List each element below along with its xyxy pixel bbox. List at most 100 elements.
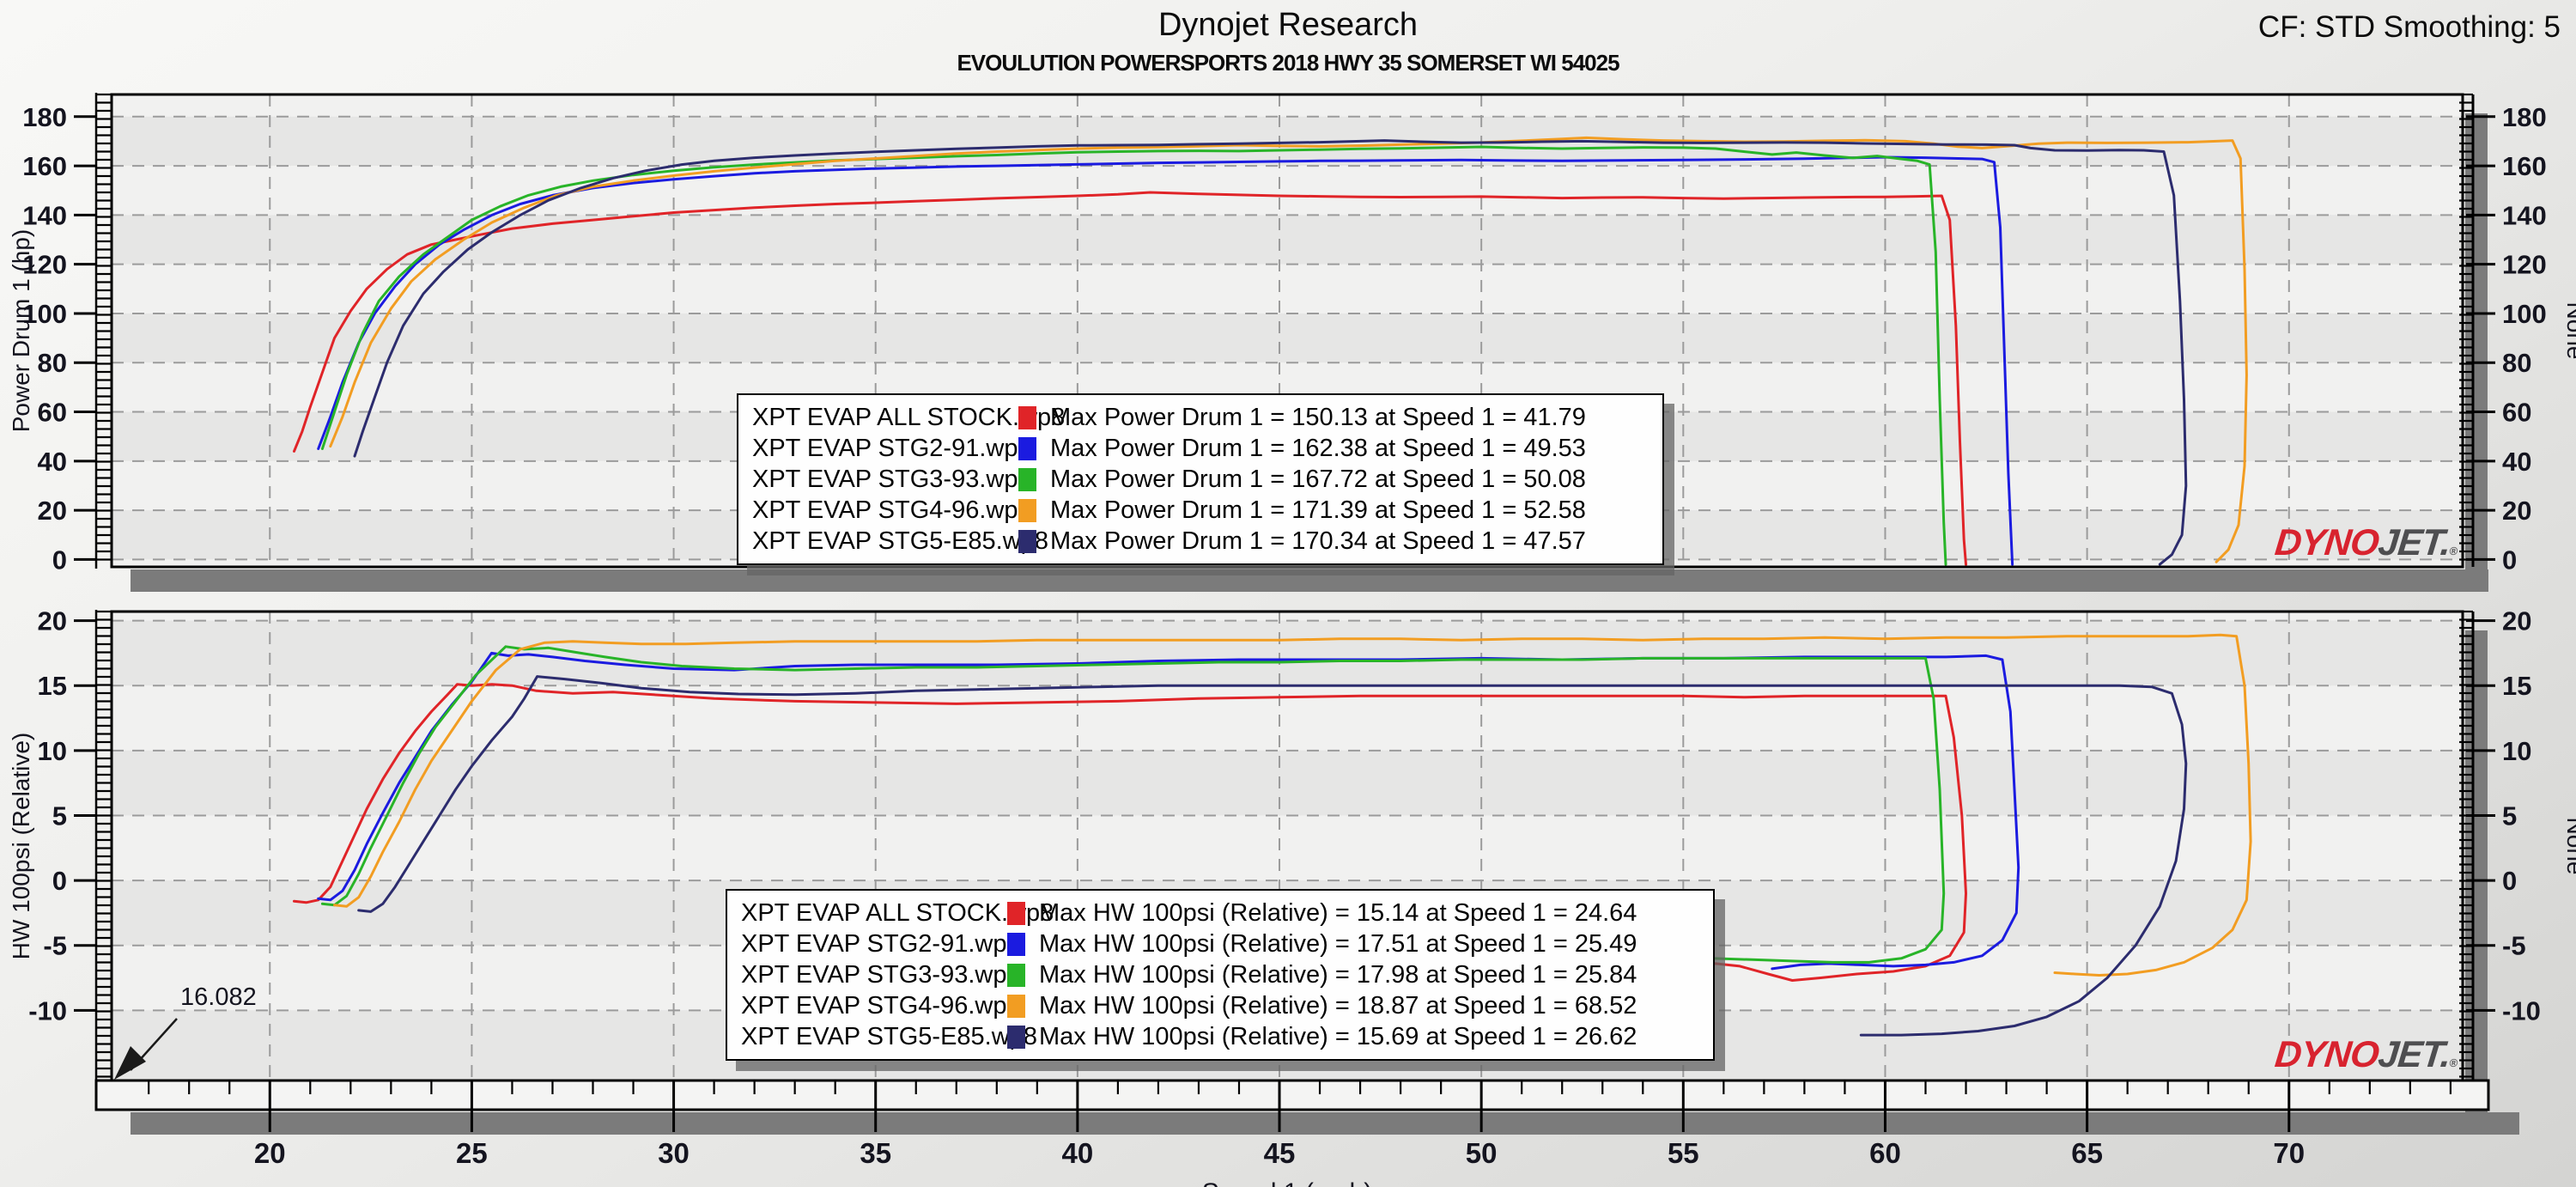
logo-jet: JET xyxy=(2376,1034,2444,1075)
shop-subtitle: EVOULUTION POWERSPORTS 2018 HWY 35 SOMER… xyxy=(957,50,1619,76)
plot-shadow-bottom xyxy=(131,569,2488,592)
plot-band xyxy=(112,685,2463,751)
legend-hw100psi[interactable]: XPT EVAP ALL STOCK.wp8 Max HW 100psi (Rel… xyxy=(726,889,1715,1061)
legend-color-swatch-icon xyxy=(1007,932,1025,956)
legend-max-value: Max Power Drum 1 = 171.39 at Speed 1 = 5… xyxy=(1050,496,1586,524)
legend-color-swatch-icon xyxy=(1018,529,1036,553)
legend-color-swatch-icon xyxy=(1018,498,1036,522)
xtick-label: 65 xyxy=(2071,1137,2103,1169)
ytick-left: 5 xyxy=(52,800,67,831)
legend-color-swatch-icon xyxy=(1018,405,1036,429)
legend-max-value: Max Power Drum 1 = 167.72 at Speed 1 = 5… xyxy=(1050,465,1586,493)
legend-row: XPT EVAP STG5-E85.wp8 Max HW 100psi (Rela… xyxy=(741,1021,1699,1052)
logo-dyno: DYNO xyxy=(2273,1034,2381,1075)
legend-max-value: Max HW 100psi (Relative) = 15.69 at Spee… xyxy=(1039,1022,1637,1050)
legend-row: XPT EVAP STG2-91.wp8 Max HW 100psi (Relat… xyxy=(741,928,1699,959)
ytick-right: 15 xyxy=(2502,671,2531,701)
legend-color-swatch-icon xyxy=(1007,901,1025,925)
ytick-right: 20 xyxy=(2502,496,2531,526)
ytick-left: 40 xyxy=(38,447,67,477)
ytick-left: 60 xyxy=(38,398,67,428)
ytick-right: 20 xyxy=(2502,606,2531,636)
ytick-left: 160 xyxy=(22,151,67,181)
legend-row: XPT EVAP ALL STOCK.wp8 Max Power Drum 1 =… xyxy=(752,402,1649,433)
legend-run-filename: XPT EVAP STG2-91.wp8 xyxy=(752,434,1032,462)
dynojet-logo-top: DYNOJET.® xyxy=(2232,522,2459,564)
y-axis-label: HW 100psi (Relative) xyxy=(8,733,34,960)
series-xpt-evap-all-stock-wp8 xyxy=(293,683,1967,982)
plot-band xyxy=(112,612,2463,621)
legend-run-filename: XPT EVAP STG3-93.wp8 xyxy=(752,465,1032,493)
ytick-left: 140 xyxy=(22,200,67,230)
legend-power[interactable]: XPT EVAP ALL STOCK.wp8 Max Power Drum 1 =… xyxy=(737,393,1664,565)
legend-run-filename: XPT EVAP STG4-96.wp8 xyxy=(741,991,1021,1020)
ytick-left: 20 xyxy=(38,496,67,526)
ytick-left: -10 xyxy=(28,995,67,1026)
ytick-right: 10 xyxy=(2502,736,2531,766)
plot-band xyxy=(112,264,2463,313)
ytick-right: 5 xyxy=(2502,800,2517,831)
correction-smoothing-label: CF: STD Smoothing: 5 xyxy=(2257,10,2561,44)
ytick-right: 80 xyxy=(2502,348,2531,378)
ytick-left: 120 xyxy=(22,250,67,280)
ytick-left: 0 xyxy=(52,866,67,896)
legend-max-value: Max HW 100psi (Relative) = 15.14 at Spee… xyxy=(1039,898,1637,927)
logo-jet: JET xyxy=(2376,522,2444,563)
ytick-right: 0 xyxy=(2502,866,2517,896)
ytick-left: 10 xyxy=(38,736,67,766)
xtick-label: 60 xyxy=(1869,1137,1901,1169)
ytick-right: 40 xyxy=(2502,447,2531,477)
ytick-right: 180 xyxy=(2502,102,2547,132)
legend-max-value: Max Power Drum 1 = 170.34 at Speed 1 = 4… xyxy=(1050,527,1586,555)
page-title: Dynojet Research xyxy=(1157,7,1419,43)
legend-run-filename: XPT EVAP STG5-E85.wp8 xyxy=(752,527,1048,555)
legend-max-value: Max Power Drum 1 = 162.38 at Speed 1 = 4… xyxy=(1050,434,1586,462)
legend-run-filename: XPT EVAP STG2-91.wp8 xyxy=(741,929,1021,958)
plot-band xyxy=(112,166,2463,216)
legend-row: XPT EVAP STG3-93.wp8 Max HW 100psi (Relat… xyxy=(741,959,1699,990)
ytick-left: 0 xyxy=(52,545,67,575)
plot-shadow-bottom xyxy=(131,1112,2519,1135)
y-axis-label: Power Drum 1 (hp) xyxy=(8,229,34,433)
legend-max-value: Max Power Drum 1 = 150.13 at Speed 1 = 4… xyxy=(1050,403,1586,431)
series-xpt-evap-stg3-93-wp8 xyxy=(320,645,1946,974)
xtick-label: 30 xyxy=(658,1137,690,1169)
plot-band xyxy=(112,116,2463,167)
logo-reg: ® xyxy=(2448,545,2458,557)
plot-band xyxy=(112,313,2463,363)
xtick-label: 40 xyxy=(1062,1137,1094,1169)
x-axis-label: Speed 1 (mph) xyxy=(1202,1178,1372,1187)
ytick-right: 0 xyxy=(2502,545,2517,575)
logo-dyno: DYNO xyxy=(2273,522,2381,563)
series-xpt-evap-stg3-93-wp8 xyxy=(320,145,1947,566)
legend-color-swatch-icon xyxy=(1007,963,1025,987)
legend-row: XPT EVAP STG3-93.wp8 Max Power Drum 1 = 1… xyxy=(752,464,1649,495)
xtick-label: 50 xyxy=(1466,1137,1498,1169)
legend-row: XPT EVAP STG5-E85.wp8 Max Power Drum 1 = … xyxy=(752,526,1649,557)
plot-band xyxy=(112,94,2463,117)
y-axis-label-right: None xyxy=(2562,818,2576,875)
y-axis-label-right: None xyxy=(2562,302,2576,360)
ytick-right: -5 xyxy=(2502,931,2526,961)
legend-run-filename: XPT EVAP STG5-E85.wp8 xyxy=(741,1022,1037,1050)
ytick-right: -10 xyxy=(2502,995,2541,1026)
xtick-label: 25 xyxy=(456,1137,488,1169)
ytick-left: 100 xyxy=(22,299,67,329)
ytick-left: -5 xyxy=(43,931,67,961)
legend-max-value: Max HW 100psi (Relative) = 17.51 at Spee… xyxy=(1039,929,1637,958)
xtick-label: 55 xyxy=(1668,1137,1699,1169)
legend-row: XPT EVAP ALL STOCK.wp8 Max HW 100psi (Rel… xyxy=(741,898,1699,928)
ytick-left: 180 xyxy=(22,102,67,132)
legend-run-filename: XPT EVAP ALL STOCK.wp8 xyxy=(741,898,1054,927)
dynojet-logo-bottom: DYNOJET.® xyxy=(2232,1034,2459,1076)
legend-color-swatch-icon xyxy=(1018,436,1036,460)
plot-band xyxy=(112,750,2463,816)
legend-color-swatch-icon xyxy=(1018,467,1036,491)
ytick-right: 60 xyxy=(2502,398,2531,428)
legend-max-value: Max HW 100psi (Relative) = 17.98 at Spee… xyxy=(1039,960,1637,989)
annotation-arrow-head xyxy=(114,1046,146,1080)
legend-row: XPT EVAP STG4-96.wp8 Max Power Drum 1 = 1… xyxy=(752,495,1649,526)
xtick-label: 45 xyxy=(1264,1137,1296,1169)
ytick-right: 140 xyxy=(2502,200,2547,230)
x-axis-ruler xyxy=(94,1079,2490,1111)
